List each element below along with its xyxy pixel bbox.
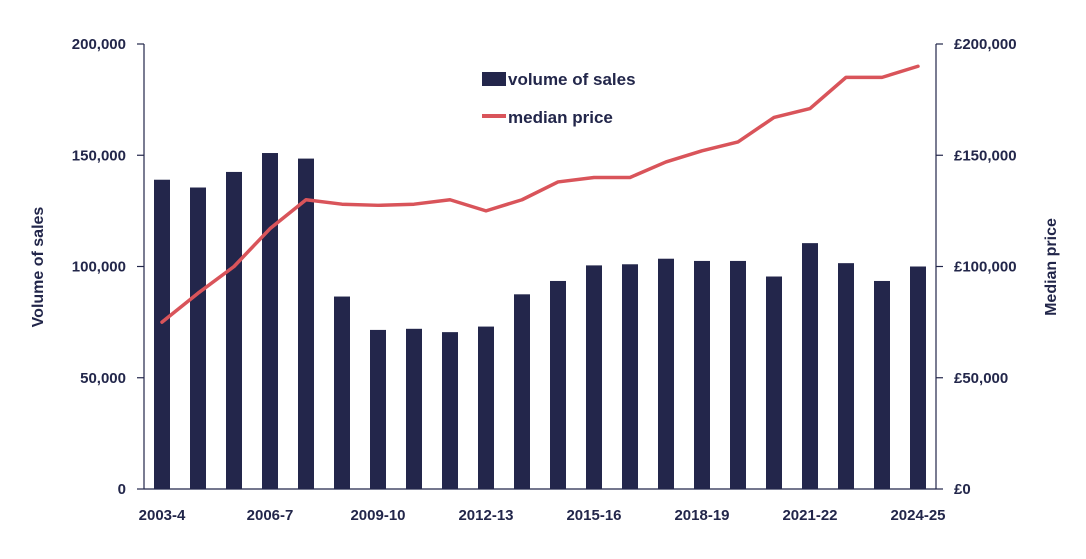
volume-bar <box>694 260 710 489</box>
y-left-axis-title: Volume of sales <box>30 207 47 328</box>
y-left-tick-label: 200,000 <box>72 36 126 53</box>
axes: 0 50,000 100,000 150,000 200,000 £0 £50,000 £10… <box>72 36 1017 524</box>
legend-label-price: median price <box>508 108 613 127</box>
volume-bar <box>406 328 422 489</box>
volume-bar <box>514 294 530 489</box>
x-tick-label: 2021-22 <box>782 507 837 524</box>
volume-bar <box>622 264 638 489</box>
volume-bar <box>550 280 566 489</box>
legend: volume of sales median price <box>482 70 636 127</box>
y-left-tick-label: 0 <box>118 481 126 498</box>
volume-bar <box>838 263 854 489</box>
y-right-tick-label: £50,000 <box>954 370 1008 387</box>
volume-bar <box>766 276 782 489</box>
volume-bar <box>478 326 494 489</box>
volume-bar <box>190 187 206 489</box>
volume-bar <box>730 260 746 489</box>
volume-bar <box>154 179 170 489</box>
volume-bar <box>298 158 314 489</box>
volume-bar <box>802 243 818 489</box>
volume-bar <box>334 296 350 489</box>
legend-label-volume: volume of sales <box>508 70 636 89</box>
x-tick-label: 2009-10 <box>350 507 405 524</box>
volume-bar <box>226 171 242 489</box>
x-tick-label: 2018-19 <box>674 507 729 524</box>
y-left-tick-label: 50,000 <box>80 370 126 387</box>
volume-bar <box>586 265 602 489</box>
y-right-tick-label: £0 <box>954 481 971 498</box>
volume-bar <box>262 153 278 489</box>
y-right-tick-label: £150,000 <box>954 147 1017 164</box>
x-tick-label: 2015-16 <box>566 507 621 524</box>
y-left-tick-label: 100,000 <box>72 259 126 276</box>
volume-bar <box>658 258 674 489</box>
y-right-axis-title: Median price <box>1043 218 1060 316</box>
price-line <box>160 64 920 324</box>
y-right-tick-label: £100,000 <box>954 259 1017 276</box>
y-right-tick-label: £200,000 <box>954 36 1017 53</box>
x-tick-label: 2003-4 <box>139 507 186 524</box>
y-left-tick-label: 150,000 <box>72 147 126 164</box>
x-tick-label: 2012-13 <box>458 507 513 524</box>
volume-bar <box>910 266 926 489</box>
x-tick-label: 2006-7 <box>247 507 294 524</box>
volume-bar <box>370 329 386 489</box>
x-tick-label: 2024-25 <box>890 507 945 524</box>
median-price-line <box>160 64 920 324</box>
volume-bar <box>442 332 458 489</box>
legend-swatch-volume <box>482 72 506 86</box>
volume-bar <box>874 280 890 489</box>
volume-bars <box>154 153 926 489</box>
